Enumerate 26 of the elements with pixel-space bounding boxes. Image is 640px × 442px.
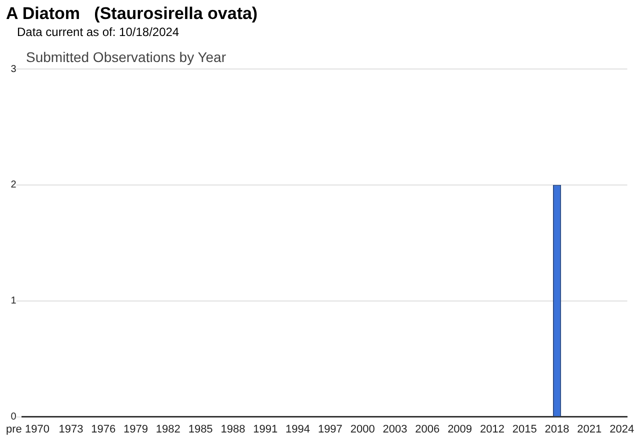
- x-tick-label: 2009: [448, 423, 472, 436]
- x-tick-label: 2003: [382, 423, 408, 436]
- x-tick-label: 1988: [220, 423, 246, 436]
- y-tick-label: 3: [10, 64, 17, 75]
- chart-subtitle: Data current as of: 10/18/2024: [17, 25, 180, 39]
- x-tick-label: 1985: [188, 423, 213, 436]
- x-tick-label: 2018: [544, 423, 570, 436]
- y-tick-label: 2: [10, 180, 17, 191]
- x-tick-label: 1991: [253, 423, 278, 436]
- chart-title: A Diatom (Staurosirella ovata): [6, 4, 258, 24]
- x-tick-label: 2024: [610, 423, 634, 436]
- x-tick-label: 2000: [350, 423, 375, 436]
- y-tick-label: 0: [10, 412, 17, 423]
- text: Submitted Observations by Year: [26, 49, 226, 65]
- x-tick-label: 1976: [91, 423, 116, 436]
- x-tick-label: 2015: [512, 423, 537, 436]
- x-tick-label: 1997: [318, 423, 342, 436]
- x-tick-label: 1973: [58, 423, 84, 436]
- y-tick-label: 1: [10, 296, 17, 307]
- x-tick-label: 1994: [286, 423, 310, 436]
- x-tick-label: 2021: [577, 423, 602, 436]
- x-tick-label: 2012: [480, 423, 504, 436]
- x-tick-label: 1982: [156, 423, 180, 436]
- x-tick-label: 1979: [124, 423, 148, 436]
- x-tick-label: 2006: [415, 423, 440, 436]
- x-tick-label: pre 1970: [6, 423, 50, 436]
